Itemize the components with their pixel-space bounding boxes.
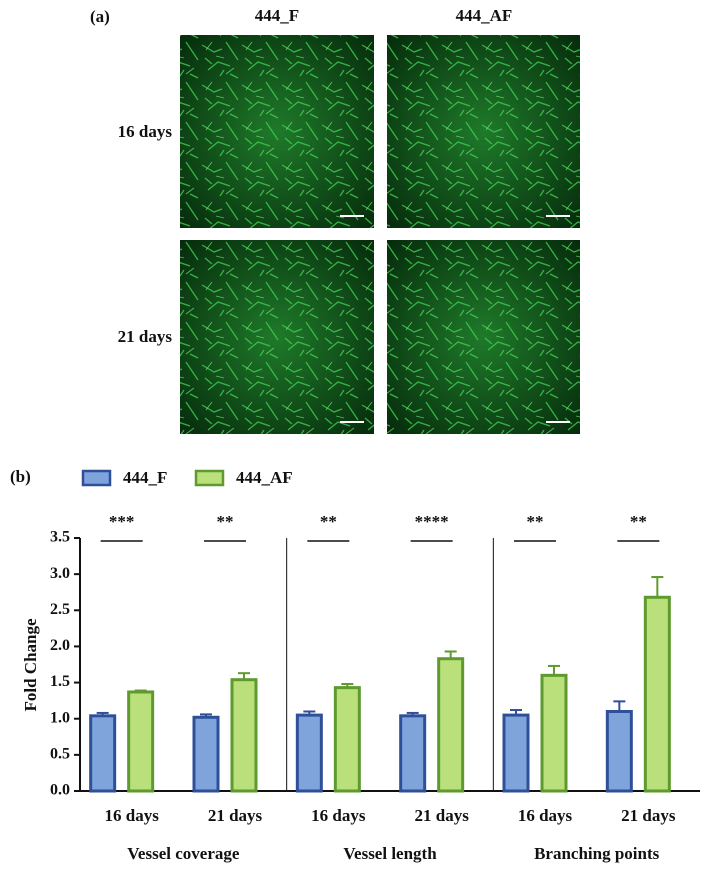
column-header: 444_F xyxy=(255,6,299,25)
y-tick-label: 0.5 xyxy=(50,746,70,763)
bar xyxy=(89,714,117,793)
column-header: 444_AF xyxy=(456,6,513,25)
significance-label: ** xyxy=(527,512,544,531)
image-texture xyxy=(387,35,580,228)
bar xyxy=(399,714,427,793)
panel-label: (b) xyxy=(10,467,31,486)
group-label: Vessel length xyxy=(343,844,437,863)
image-texture xyxy=(387,240,580,434)
bar xyxy=(605,709,633,793)
panel-label: (a) xyxy=(90,7,110,26)
y-tick-label: 2.5 xyxy=(50,601,70,618)
group-label: Vessel coverage xyxy=(127,844,240,863)
bar xyxy=(295,713,323,793)
x-tick-label: 16 days xyxy=(311,806,366,825)
y-tick-label: 1.0 xyxy=(50,709,70,726)
bar xyxy=(192,715,220,793)
y-tick-label: 3.0 xyxy=(50,565,70,582)
x-tick-label: 21 days xyxy=(621,806,676,825)
bar xyxy=(127,690,155,793)
y-tick-label: 3.5 xyxy=(50,529,70,546)
significance-label: ** xyxy=(320,512,337,531)
bar xyxy=(437,657,465,793)
legend-label: 444_AF xyxy=(236,468,293,487)
significance-label: *** xyxy=(109,512,135,531)
bar xyxy=(643,595,671,793)
significance-label: ** xyxy=(630,512,647,531)
group-label: Branching points xyxy=(534,844,660,863)
significance-label: ** xyxy=(217,512,234,531)
bar xyxy=(540,673,568,793)
image-texture xyxy=(180,35,374,228)
bar xyxy=(230,678,258,793)
y-axis-label: Fold Change xyxy=(21,618,40,711)
x-tick-label: 16 days xyxy=(518,806,573,825)
image-texture xyxy=(180,240,374,434)
micrographs xyxy=(180,35,580,434)
y-tick-label: 0.0 xyxy=(50,782,70,799)
legend-swatch xyxy=(81,469,112,487)
y-tick-label: 1.5 xyxy=(50,673,70,690)
x-tick-label: 21 days xyxy=(208,806,263,825)
y-tick-label: 2.0 xyxy=(50,637,70,654)
bar xyxy=(333,686,361,793)
row-label: 16 days xyxy=(118,122,173,141)
bar xyxy=(502,713,530,793)
x-tick-label: 21 days xyxy=(415,806,470,825)
significance-label: **** xyxy=(415,512,449,531)
row-label: 21 days xyxy=(118,327,173,346)
legend-swatch xyxy=(194,469,225,487)
legend-label: 444_F xyxy=(123,468,167,487)
x-tick-label: 16 days xyxy=(105,806,160,825)
